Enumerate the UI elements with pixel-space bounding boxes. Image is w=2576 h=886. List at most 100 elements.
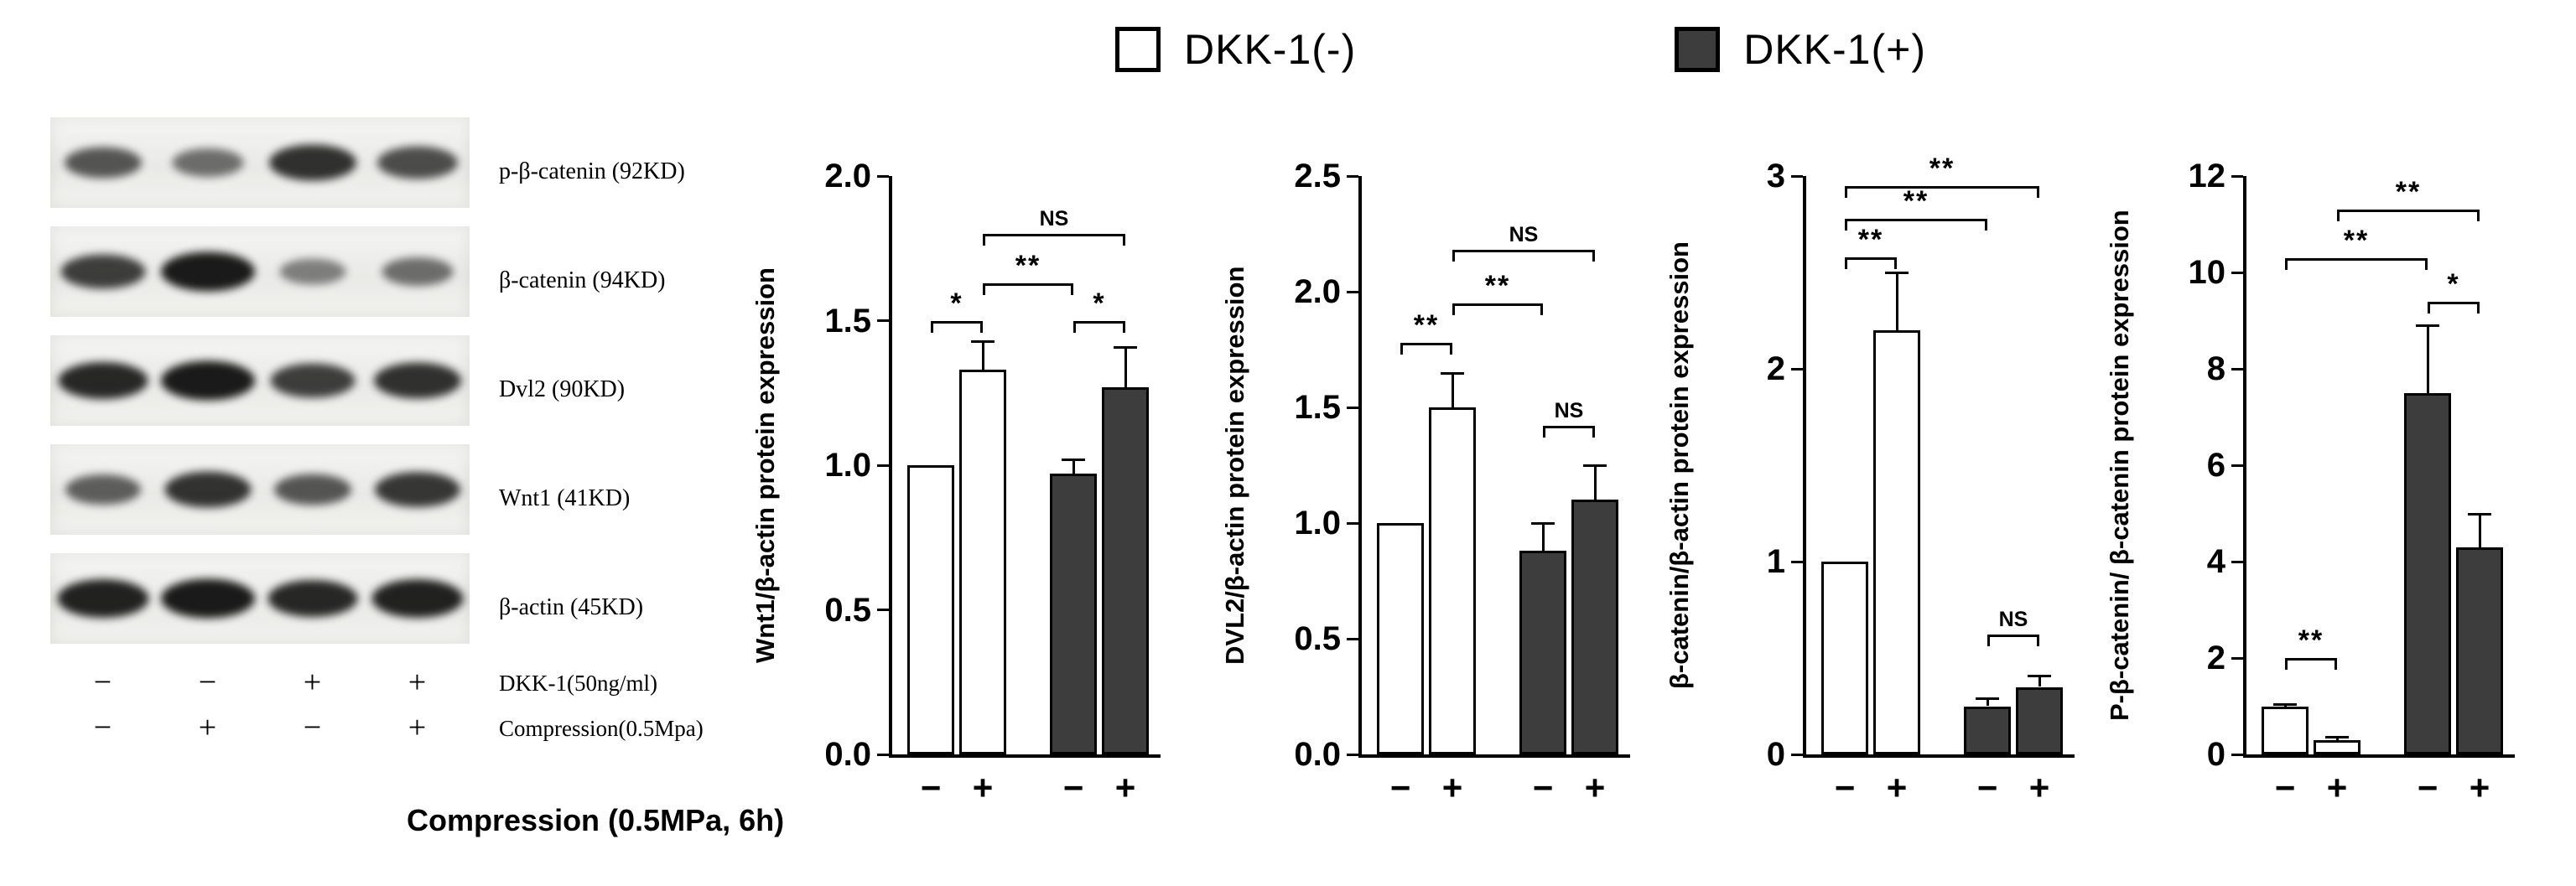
y-axis-tick [2231, 560, 2243, 563]
bracket-tick [983, 282, 985, 295]
bar [1821, 562, 1868, 754]
condition-label: DKK-1(50ng/ml) [499, 671, 657, 696]
significance-label: ** [1484, 269, 1511, 302]
y-axis-tick [2231, 174, 2243, 178]
legend-label: DKK-1(+) [1743, 26, 1926, 73]
bar-chart: Wnt1/β-actin protein expression 0.0 0.5 1.0… [750, 80, 1195, 868]
bar [2262, 706, 2309, 754]
bracket-tick [1123, 320, 1125, 333]
bracket-tick [2285, 257, 2288, 270]
significance-label: * [2447, 267, 2460, 300]
y-tick-label: 4 [2206, 543, 2225, 580]
legend-swatch-open-icon [1115, 27, 1161, 72]
error-bar-cap [1114, 345, 1137, 349]
bracket-tick [1540, 303, 1543, 315]
bracket-tick [1073, 320, 1076, 333]
y-tick-label: 0 [1766, 736, 1785, 773]
error-bar [1072, 459, 1075, 474]
condition-sign: − [93, 710, 112, 745]
y-axis-label: β-catenin/β-actin protein expression [1665, 241, 1694, 689]
bracket-tick [2037, 635, 2039, 647]
blot-band [57, 579, 148, 618]
x-tick-label: + [972, 768, 994, 807]
significance-bracket [2337, 210, 2480, 213]
x-tick-label: + [2326, 768, 2348, 807]
significance-label: ** [1857, 223, 1884, 256]
error-bar-cap [1885, 272, 1909, 274]
plot-area: 0.0 0.5 1.0 1.5 2.0− + − + * ** NS * [824, 158, 1161, 807]
y-tick-label: 2.0 [1294, 273, 1341, 310]
blot-band [160, 360, 255, 401]
x-tick-label: − [1532, 768, 1554, 807]
y-tick-label: 1.5 [1294, 389, 1341, 426]
blot-row-label: Wnt1 (41KD) [499, 485, 631, 511]
bracket-tick [2037, 185, 2039, 198]
y-tick-label: 10 [2188, 254, 2226, 291]
bar [1964, 706, 2011, 754]
error-bar-cap [2468, 512, 2491, 516]
bracket-tick [2334, 658, 2337, 670]
bracket-tick [2428, 301, 2430, 313]
condition-sign: − [303, 710, 322, 745]
error-bar [2426, 325, 2429, 393]
condition-sign: + [198, 710, 217, 745]
blot-strips [50, 117, 470, 662]
y-axis-tick [2231, 367, 2243, 370]
significance-bracket [1845, 185, 2039, 189]
error-bar-cap [2273, 702, 2297, 706]
bar [1050, 474, 1097, 754]
significance-bracket [931, 320, 983, 324]
blot-band [172, 148, 243, 177]
y-tick-label: 0 [2206, 736, 2225, 773]
y-axis-label: P-β-catenin/ β-catenin protein expressio… [2105, 210, 2134, 721]
blot-band [377, 146, 458, 179]
y-axis-tick [877, 174, 889, 178]
x-tick-label: − [2274, 768, 2296, 807]
y-tick-label: 0.0 [824, 736, 871, 773]
significance-label: ** [2298, 624, 2324, 656]
condition-row: − − + + DKK-1(50ng/ml) [50, 662, 657, 707]
bar [1102, 386, 1149, 754]
y-axis-tick [1347, 290, 1358, 293]
legend-item: DKK-1(-) [1115, 25, 1356, 74]
y-tick-label: 1 [1766, 543, 1785, 580]
y-axis-tick [877, 609, 889, 611]
condition-sign: + [303, 665, 322, 700]
y-tick-label: 0.0 [1294, 736, 1341, 773]
bar [2456, 547, 2503, 754]
blot-band [279, 258, 345, 285]
y-tick-label: 2 [1766, 350, 1785, 387]
y-axis-tick [877, 319, 889, 322]
significance-bracket [1987, 635, 2039, 638]
bracket-tick [931, 320, 933, 333]
significance-label: NS [1509, 223, 1539, 247]
significance-bracket [2285, 257, 2428, 261]
x-tick-label: − [2417, 768, 2438, 807]
bar [1873, 330, 1920, 754]
error-bar-cap [1976, 697, 1999, 701]
y-axis-tick [1347, 174, 1358, 178]
x-tick-label: − [1389, 768, 1411, 807]
error-bar-cap [971, 339, 995, 343]
y-axis-tick [1347, 637, 1358, 640]
bracket-tick [1543, 426, 1545, 438]
y-tick-label: 2.5 [1294, 158, 1341, 194]
blot-band [60, 254, 145, 289]
bracket-tick [1452, 250, 1455, 262]
bar [2016, 687, 2063, 754]
bar [1571, 500, 1618, 754]
bar [1519, 551, 1566, 754]
error-bar-cap [1062, 459, 1085, 462]
bar [1429, 407, 1476, 754]
significance-label: * [950, 287, 963, 319]
bracket-tick [1123, 234, 1125, 246]
significance-label: ** [2343, 224, 2370, 256]
plot-area: 0 2 4 6 8 10 12− + − + ** ** ** * [2189, 158, 2515, 807]
x-tick-label: + [1886, 768, 1908, 807]
blot-strip [50, 553, 470, 644]
y-tick-label: 2.0 [824, 158, 871, 194]
blot-row-label: β-catenin (94KD) [499, 267, 666, 293]
y-axis-tick [1347, 753, 1358, 756]
error-bar [1124, 346, 1127, 387]
bar [907, 465, 954, 754]
